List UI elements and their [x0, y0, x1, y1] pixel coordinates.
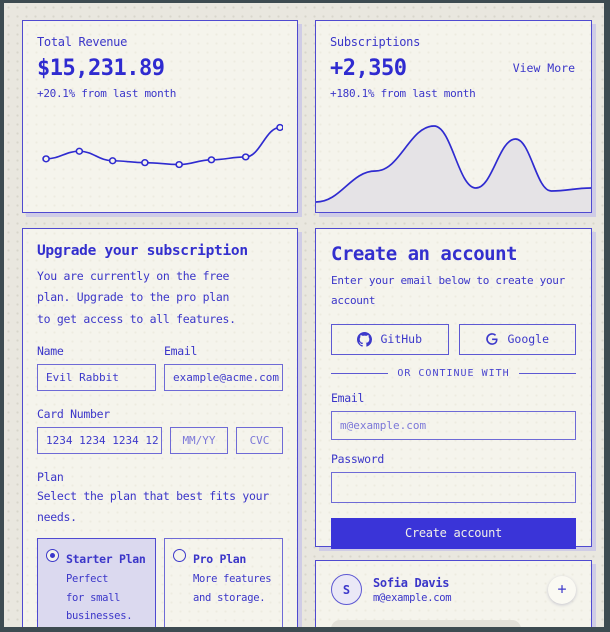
- github-button-label: GitHub: [380, 332, 423, 347]
- subscriptions-delta: +180.1% from last month: [330, 87, 476, 100]
- password-input[interactable]: [331, 471, 576, 503]
- plan-option-starter[interactable]: Starter Plan Perfect for small businesse…: [37, 538, 156, 627]
- subscriptions-area-chart: [316, 125, 591, 212]
- expiry-input[interactable]: [170, 426, 228, 454]
- contact-name: Sofia Davis: [373, 575, 450, 590]
- plan-description: Select the plan that best fits your need…: [37, 488, 269, 525]
- github-button[interactable]: GitHub: [331, 323, 449, 355]
- contact-card: S Sofia Davis m@example.com +: [315, 560, 592, 627]
- revenue-delta: +20.1% from last month: [37, 87, 177, 100]
- dashboard-page: Total Revenue $15,231.89 +20.1% from las…: [4, 3, 604, 627]
- radio-unselected-icon: [173, 549, 186, 563]
- name-label: Name: [37, 343, 64, 358]
- divider-label: OR CONTINUE WITH: [397, 367, 510, 379]
- name-input[interactable]: [37, 363, 156, 391]
- signup-email-input[interactable]: [331, 410, 576, 440]
- google-button[interactable]: Google: [458, 323, 576, 355]
- email-input[interactable]: [164, 363, 283, 391]
- subscriptions-card: Subscriptions +2,350 View More +180.1% f…: [315, 20, 592, 213]
- card-number-label: Card Number: [37, 406, 110, 421]
- card-title: Create an account: [331, 243, 517, 265]
- card-title: Upgrade your subscription: [37, 243, 248, 259]
- cvc-input[interactable]: [236, 426, 283, 454]
- card-number-input[interactable]: [37, 426, 162, 454]
- view-more-button[interactable]: View More: [511, 57, 577, 79]
- upgrade-subscription-card: Upgrade your subscription You are curren…: [22, 228, 298, 627]
- email-label: Email: [164, 343, 198, 358]
- plan-text: More features and storage.: [193, 573, 272, 604]
- google-icon: [486, 333, 499, 346]
- revenue-value: $15,231.89: [37, 56, 165, 81]
- plan-name: Starter Plan: [66, 552, 146, 567]
- github-icon: [357, 331, 373, 347]
- card-title: Subscriptions: [330, 35, 421, 49]
- plan-text: Perfect for small businesses.: [66, 573, 133, 623]
- create-account-button[interactable]: Create account: [331, 517, 576, 549]
- create-account-card: Create an account Enter your email below…: [315, 228, 592, 549]
- card-title: Total Revenue: [37, 35, 128, 49]
- signup-subtitle: Enter your email below to create your ac…: [331, 274, 565, 308]
- upgrade-description: You are currently on the free plan. Upgr…: [37, 269, 236, 326]
- email-label: Email: [331, 390, 365, 405]
- contact-email: m@example.com: [373, 591, 452, 604]
- google-button-label: Google: [507, 332, 550, 347]
- plan-option-pro[interactable]: Pro Plan More features and storage.: [164, 538, 283, 627]
- password-label: Password: [331, 451, 384, 466]
- total-revenue-card: Total Revenue $15,231.89 +20.1% from las…: [22, 20, 298, 213]
- message-bubble: [331, 620, 521, 627]
- plan-label: Plan: [37, 469, 64, 484]
- add-contact-button[interactable]: +: [548, 575, 576, 604]
- revenue-line-chart: [42, 123, 283, 169]
- radio-selected-icon: [46, 549, 59, 563]
- oauth-divider: OR CONTINUE WITH: [331, 367, 577, 379]
- avatar: S: [331, 574, 362, 605]
- plan-name: Pro Plan: [193, 552, 246, 567]
- subscriptions-value: +2,350: [330, 56, 407, 81]
